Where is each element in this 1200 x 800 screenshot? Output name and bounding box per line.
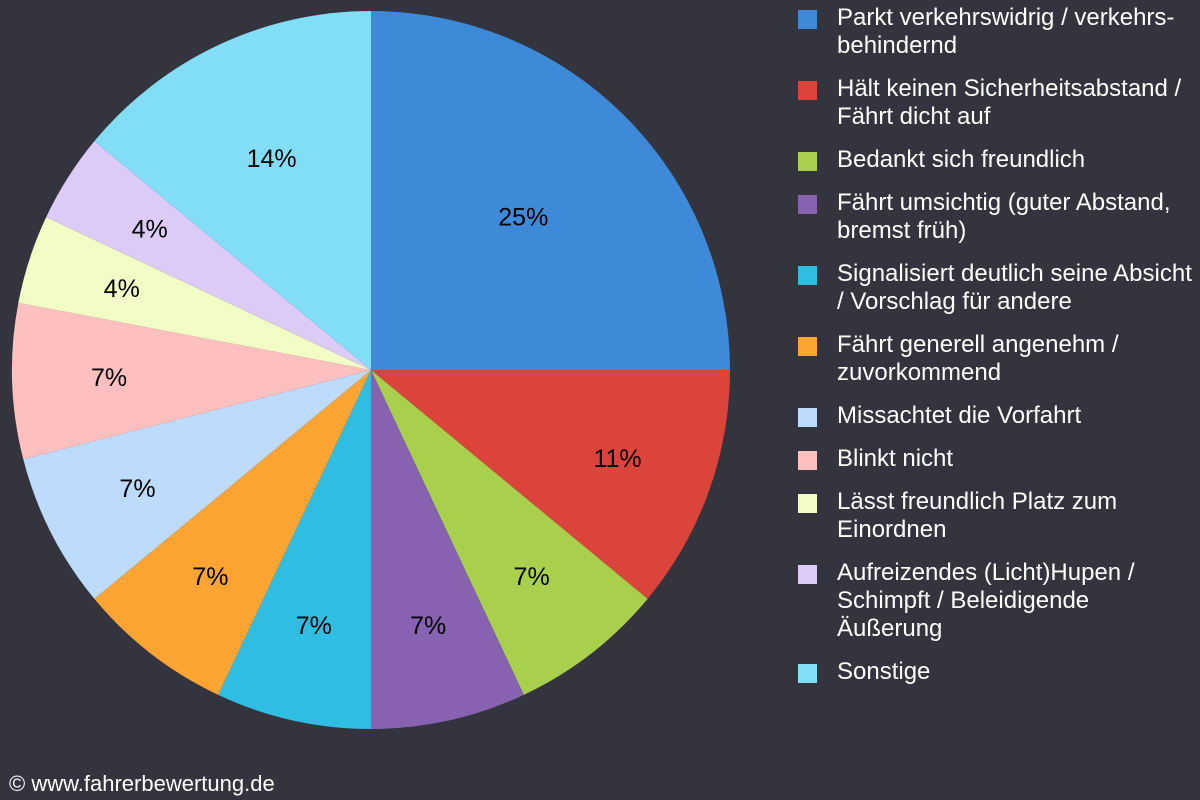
slice-percent-label: 25% (498, 204, 548, 232)
legend-item: Aufreizendes (Licht)Hupen / Schimpft / B… (798, 559, 1198, 643)
legend-swatch (798, 664, 817, 683)
slice-percent-label: 4% (104, 275, 140, 303)
legend-item: Fährt generell angenehm / zuvorkommend (798, 331, 1198, 387)
chart-legend: Parkt verkehrswidrig / verkehrs-behinder… (798, 4, 1198, 701)
legend-swatch (798, 152, 817, 171)
legend-swatch (798, 565, 817, 584)
pie-slice (371, 11, 730, 370)
legend-swatch (798, 10, 817, 29)
legend-swatch (798, 266, 817, 285)
slice-percent-label: 7% (91, 364, 127, 392)
pie-slice (371, 370, 648, 695)
legend-label: Missachtet die Vorfahrt (837, 402, 1082, 429)
legend-item: Fährt umsichtig (guter Abstand, bremst f… (798, 189, 1198, 245)
legend-swatch (798, 81, 817, 100)
slice-percent-label: 4% (132, 216, 168, 244)
pie-slice (18, 217, 371, 370)
pie-slice (46, 141, 372, 370)
legend-label: Signalisiert deutlich seine Absicht / Vo… (837, 260, 1192, 315)
legend-item: Sonstige (798, 658, 1198, 686)
legend-label: Hält keinen Sicherheitsabstand / Fährt d… (837, 75, 1182, 130)
legend-swatch (798, 451, 817, 470)
legend-swatch (798, 494, 817, 513)
legend-item: Parkt verkehrswidrig / verkehrs-behinder… (798, 4, 1198, 60)
legend-label: Sonstige (837, 658, 931, 685)
legend-label: Fährt generell angenehm / zuvorkommend (837, 331, 1119, 386)
slice-percent-label: 7% (410, 612, 446, 640)
legend-item: Bedankt sich freundlich (798, 146, 1198, 174)
pie-slice (218, 370, 371, 729)
legend-label: Parkt verkehrswidrig / verkehrs-behinder… (837, 4, 1175, 59)
pie-slice (23, 370, 371, 599)
legend-swatch (798, 408, 817, 427)
pie-slice (371, 370, 730, 599)
slice-percent-label: 14% (247, 145, 297, 173)
pie-slice (94, 11, 371, 370)
legend-item: Signalisiert deutlich seine Absicht / Vo… (798, 260, 1198, 316)
pie-slice (371, 370, 524, 729)
legend-label: Blinkt nicht (837, 445, 954, 472)
slice-percent-label: 7% (514, 563, 550, 591)
slice-percent-label: 11% (593, 445, 641, 473)
legend-swatch (798, 337, 817, 356)
slice-percent-label: 7% (192, 563, 228, 591)
legend-item: Lässt freundlich Platz zum Einordnen (798, 488, 1198, 544)
legend-item: Missachtet die Vorfahrt (798, 402, 1198, 430)
legend-label: Lässt freundlich Platz zum Einordnen (837, 488, 1118, 543)
legend-label: Aufreizendes (Licht)Hupen / Schimpft / B… (837, 559, 1135, 642)
pie-chart: 25% 11% 7% 7% 7% 7% 7% 7% 4% 4% 14% (12, 11, 730, 729)
legend-item: Hält keinen Sicherheitsabstand / Fährt d… (798, 75, 1198, 131)
copyright-notice: © www.fahrerbewertung.de (9, 771, 275, 796)
legend-swatch (798, 195, 817, 214)
pie-slice (94, 370, 371, 695)
slice-percent-label: 7% (296, 612, 332, 640)
pie-slice (12, 302, 372, 460)
slice-percent-label: 7% (119, 475, 155, 503)
legend-label: Bedankt sich freundlich (837, 146, 1086, 173)
legend-label: Fährt umsichtig (guter Abstand, bremst f… (837, 189, 1171, 244)
legend-item: Blinkt nicht (798, 445, 1198, 473)
